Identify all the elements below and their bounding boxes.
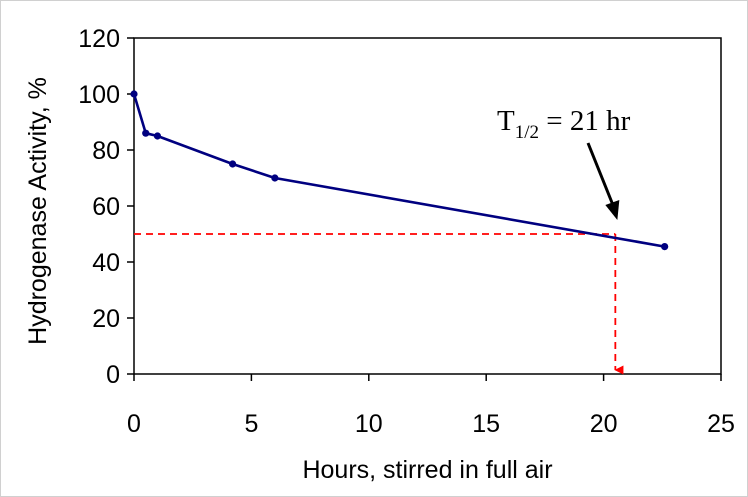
data-point (271, 174, 279, 182)
y-tick-label: 80 (92, 137, 120, 165)
y-tick-label: 100 (78, 81, 120, 109)
x-axis-title: Hours, stirred in full air (302, 456, 552, 484)
reference-lines (134, 233, 624, 375)
x-tick-label: 25 (707, 410, 735, 438)
annotation-symbol: T (497, 105, 515, 137)
data-point (142, 129, 150, 137)
y-tick-label: 20 (92, 305, 120, 333)
x-axis-ticks: 0 5 10 15 20 25 (127, 374, 735, 438)
annotation-arrowhead (605, 200, 620, 220)
x-tick-label: 5 (244, 410, 258, 438)
data-point (229, 160, 237, 168)
data-point (130, 90, 138, 98)
y-tick-label: 0 (106, 361, 120, 389)
x-tick-label: 0 (127, 410, 141, 438)
y-axis-title: Hydrogenase Activity, % (24, 77, 52, 345)
x-tick-label: 10 (355, 410, 383, 438)
y-tick-label: 40 (92, 249, 120, 277)
annotation-arrow (586, 142, 615, 207)
data-point (153, 132, 162, 140)
half-life-annotation: T1/2 = 21 hr (497, 105, 631, 143)
data-point (661, 243, 669, 251)
x-tick-label: 15 (472, 410, 500, 438)
annotation-subscript: 1/2 (515, 122, 539, 143)
series-group (130, 90, 669, 251)
annotation-value: = 21 hr (539, 105, 631, 137)
y-tick-label: 60 (92, 193, 120, 221)
y-axis-ticks: 0 20 40 60 80 100 120 (78, 25, 134, 389)
x-tick-label: 20 (590, 410, 618, 438)
y-tick-label: 120 (78, 25, 120, 53)
series-line (132, 93, 665, 248)
